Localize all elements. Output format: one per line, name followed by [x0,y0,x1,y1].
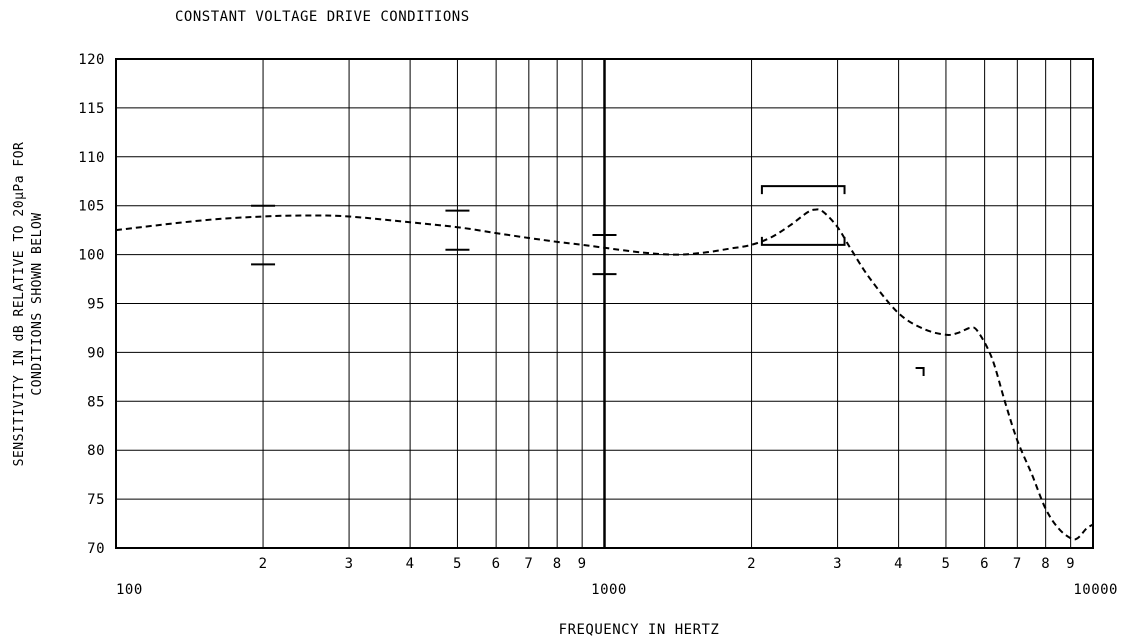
x-tick-label: 7 [524,556,533,572]
y-tick-label: 75 [87,492,105,508]
grid [115,58,1094,549]
tolerance-box-bottom [760,236,846,246]
plot-frame [115,58,1094,549]
y-tick-label: 100 [78,248,105,264]
tolerance-marks [251,185,925,376]
x-tick-label: 8 [1041,556,1050,572]
x-tick-label: 2 [747,556,756,572]
x-tick-label: 10000 [1073,582,1118,598]
x-tick-label: 1000 [591,582,627,598]
y-axis-label-line1: SENSITIVITY IN dB RELATIVE TO 20μPa FOR [12,142,27,467]
small-corner-mark [915,366,925,376]
x-tick-label: 8 [553,556,562,572]
x-tick-label: 9 [1066,556,1075,572]
y-tick-label: 80 [87,443,105,459]
x-axis-label: FREQUENCY IN HERTZ [559,622,720,638]
x-tick-label: 6 [492,556,501,572]
x-tick-label: 4 [894,556,903,572]
y-tick-label: 105 [78,199,105,215]
x-tick-label: 100 [116,582,143,598]
x-tick-label: 4 [406,556,415,572]
x-tick-label: 6 [980,556,989,572]
x-tick-label: 5 [453,556,462,572]
y-axis-label-line2: CONDITIONS SHOWN BELOW [30,212,45,395]
y-tick-label: 115 [78,101,105,117]
y-tick-label: 90 [87,345,105,361]
x-tick-label: 5 [941,556,950,572]
y-tick-label: 85 [87,394,105,410]
x-tick-label: 2 [259,556,268,572]
y-tick-label: 120 [78,52,105,68]
x-tick-label: 7 [1013,556,1022,572]
y-tick-labels: 120 115 110 105 100 95 90 85 80 75 70 [78,52,105,557]
x-tick-label: 9 [578,556,587,572]
y-tick-label: 95 [87,297,105,313]
response-curve [115,208,1094,541]
tolerance-box-top [760,185,846,195]
chart-title: CONSTANT VOLTAGE DRIVE CONDITIONS [175,9,470,25]
y-tick-label: 110 [78,150,105,166]
x-tick-label: 3 [833,556,842,572]
y-tick-label: 70 [87,541,105,557]
x-tick-label: 3 [345,556,354,572]
